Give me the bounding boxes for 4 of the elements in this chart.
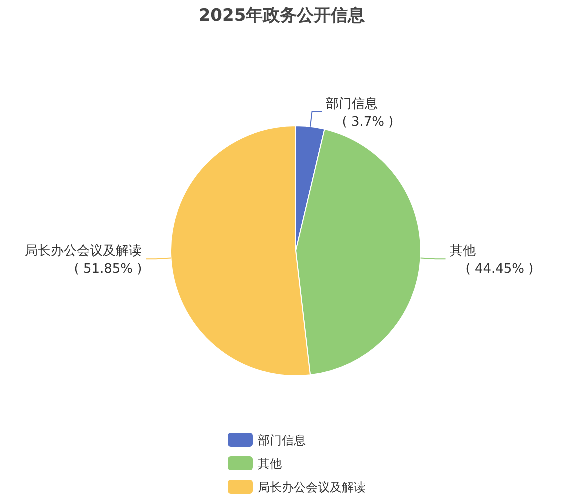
legend-label: 其他 xyxy=(258,457,282,471)
legend-label: 局长办公会议及解读 xyxy=(258,480,366,494)
chart-title: 2025年政务公开信息 xyxy=(198,6,366,26)
legend-label: 部门信息 xyxy=(258,434,306,448)
